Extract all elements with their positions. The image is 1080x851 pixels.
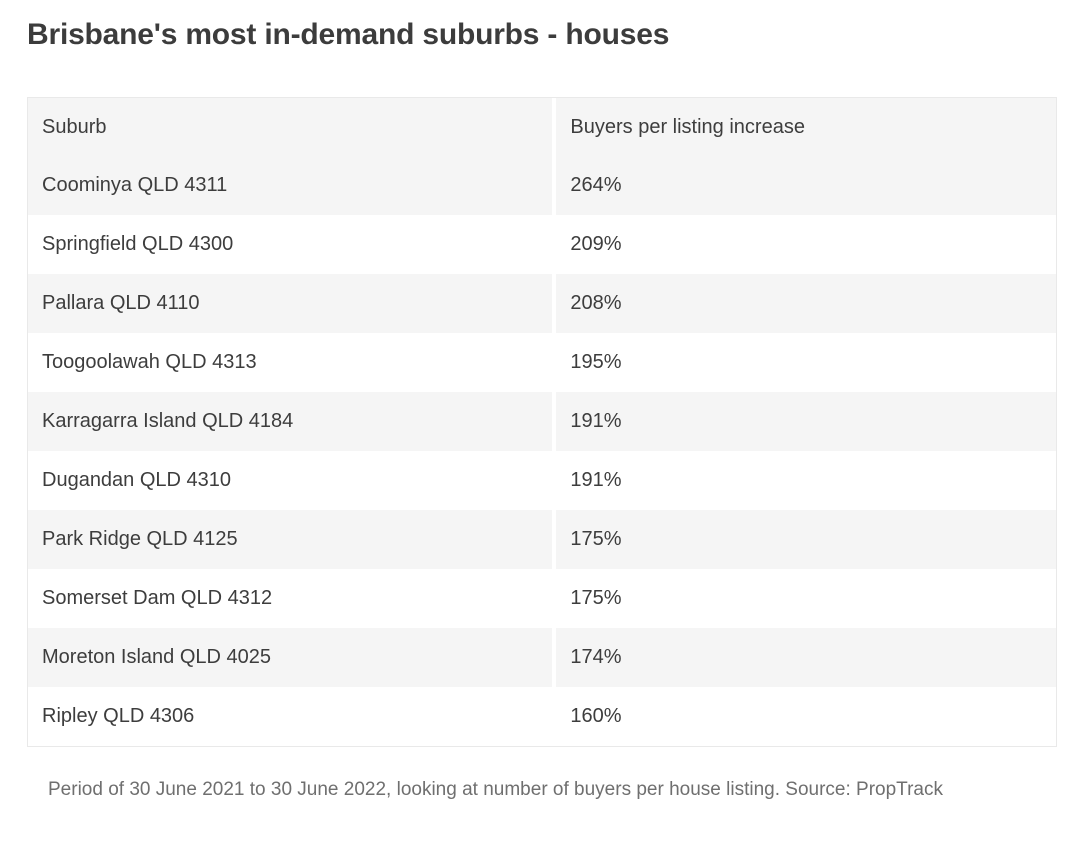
suburb-cell: Somerset Dam QLD 4312 [28, 569, 557, 628]
column-header-suburb: Suburb [28, 98, 557, 156]
increase-cell: 174% [570, 646, 622, 668]
increase-cell: 191% [570, 410, 622, 432]
page-title: Brisbane's most in-demand suburbs - hous… [27, 18, 670, 51]
suburb-cell: Toogoolawah QLD 4313 [28, 333, 557, 392]
suburb-cell: Park Ridge QLD 4125 [28, 510, 557, 569]
suburbs-table: Suburb Buyers per listing increase Coomi… [28, 98, 1056, 746]
table-head: Suburb Buyers per listing increase [28, 98, 1056, 156]
table-row: Somerset Dam QLD 4312 175% [28, 569, 1056, 628]
table-header-row: Suburb Buyers per listing increase [28, 98, 1056, 156]
increase-cell: 264% [570, 174, 622, 196]
suburbs-table-container: Suburb Buyers per listing increase Coomi… [27, 97, 1057, 747]
table-row: Springfield QLD 4300 209% [28, 215, 1056, 274]
table-row: Toogoolawah QLD 4313 195% [28, 333, 1056, 392]
increase-cell: 195% [570, 351, 622, 373]
table-caption: Period of 30 June 2021 to 30 June 2022, … [48, 779, 943, 800]
table-row: Park Ridge QLD 4125 175% [28, 510, 1056, 569]
table-row: Coominya QLD 4311 264% [28, 156, 1056, 215]
suburb-cell: Moreton Island QLD 4025 [28, 628, 557, 687]
increase-cell: 208% [570, 292, 622, 314]
table-row: Moreton Island QLD 4025 174% [28, 628, 1056, 687]
table-row: Ripley QLD 4306 160% [28, 687, 1056, 746]
page: Brisbane's most in-demand suburbs - hous… [27, 18, 1057, 800]
increase-cell: 175% [570, 587, 622, 609]
suburb-cell: Springfield QLD 4300 [28, 215, 557, 274]
table-body: Coominya QLD 4311 264% Springfield QLD 4… [28, 156, 1056, 746]
suburb-cell: Karragarra Island QLD 4184 [28, 392, 557, 451]
table-row: Dugandan QLD 4310 191% [28, 451, 1056, 510]
increase-cell: 209% [570, 233, 622, 255]
suburb-cell: Ripley QLD 4306 [28, 687, 557, 746]
column-header-buyers-increase: Buyers per listing increase [570, 115, 805, 138]
suburb-cell: Pallara QLD 4110 [28, 274, 557, 333]
suburb-cell: Dugandan QLD 4310 [28, 451, 557, 510]
suburb-cell: Coominya QLD 4311 [28, 156, 557, 215]
increase-cell: 160% [570, 705, 622, 727]
table-row: Karragarra Island QLD 4184 191% [28, 392, 1056, 451]
increase-cell: 175% [570, 528, 622, 550]
table-row: Pallara QLD 4110 208% [28, 274, 1056, 333]
increase-cell: 191% [570, 469, 622, 491]
